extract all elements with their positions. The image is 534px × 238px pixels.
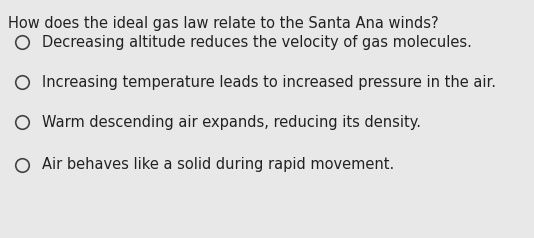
Point [18,80,26,84]
Text: Warm descending air expands, reducing its density.: Warm descending air expands, reducing it… [42,114,421,129]
Point [18,163,26,167]
Text: Increasing temperature leads to increased pressure in the air.: Increasing temperature leads to increase… [42,74,496,89]
Point [18,120,26,124]
Text: Decreasing altitude reduces the velocity of gas molecules.: Decreasing altitude reduces the velocity… [42,35,472,50]
Point [18,40,26,44]
Text: How does the ideal gas law relate to the Santa Ana winds?: How does the ideal gas law relate to the… [8,16,438,31]
Text: Air behaves like a solid during rapid movement.: Air behaves like a solid during rapid mo… [42,158,394,173]
